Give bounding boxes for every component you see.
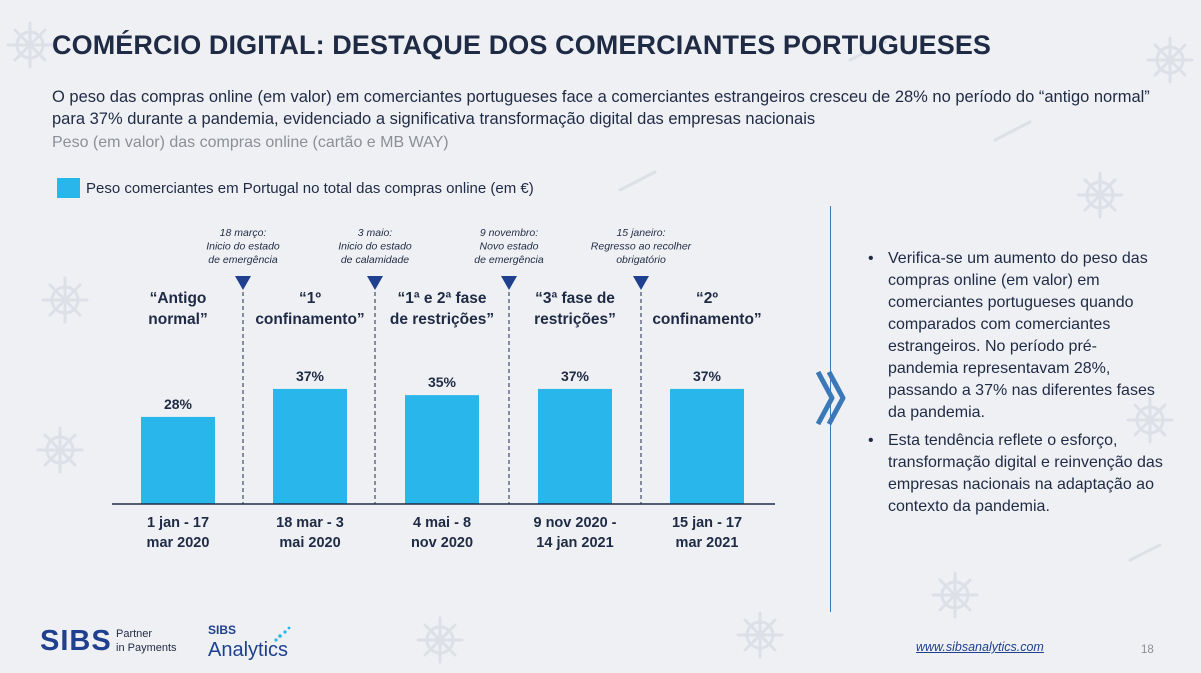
- event-label: de emergência: [208, 254, 278, 266]
- phase-label: “3ª fase de: [535, 290, 615, 307]
- bar: [538, 388, 612, 504]
- event-marker-icon: [367, 276, 383, 290]
- phase-label: “1ª e 2ª fase: [397, 290, 486, 307]
- legend-label: Peso comerciantes em Portugal no total d…: [86, 179, 534, 197]
- phase-label: confinamento”: [255, 311, 364, 328]
- category-label: 18 mar - 3: [276, 515, 344, 531]
- chart-subheading: Peso (em valor) das compras online (cart…: [52, 134, 449, 151]
- phase-label: “2º: [696, 290, 718, 307]
- vertical-divider: [830, 206, 831, 612]
- event-label: 3 maio:: [358, 227, 393, 239]
- chart-legend: Peso comerciantes em Portugal no total d…: [57, 178, 534, 198]
- bar-value-label: 28%: [164, 396, 193, 412]
- event-label: 9 novembro:: [480, 227, 538, 239]
- event-label: obrigatório: [616, 254, 666, 266]
- bar: [141, 416, 215, 504]
- category-label: mai 2020: [279, 535, 340, 551]
- phase-label: confinamento”: [652, 311, 761, 328]
- analytics-logo: Analytics: [208, 639, 288, 661]
- category-label: 15 jan - 17: [672, 515, 742, 531]
- double-chevron-icon: [815, 370, 846, 426]
- category-label: 9 nov 2020 -: [533, 515, 616, 531]
- bar-value-label: 37%: [296, 368, 325, 384]
- page-number: 18: [1141, 644, 1154, 656]
- sibs-tagline-2: in Payments: [116, 642, 177, 654]
- bar-value-label: 37%: [693, 368, 722, 384]
- bar-value-label: 35%: [428, 374, 457, 390]
- event-label: Inicio do estado: [206, 241, 280, 253]
- analytics-logo-top: SIBS: [208, 623, 236, 637]
- sibs-tagline-1: Partner: [116, 628, 152, 640]
- insights-list: Verifica-se um aumento do peso das compr…: [866, 248, 1166, 524]
- event-label: Novo estado: [480, 241, 539, 253]
- category-label: 4 mai - 8: [413, 515, 471, 531]
- event-label: 18 março:: [220, 227, 267, 239]
- website-link[interactable]: www.sibsanalytics.com: [916, 640, 1044, 654]
- phase-label: “Antigo: [150, 290, 207, 307]
- phase-label: “1º: [299, 290, 321, 307]
- bar: [405, 395, 479, 504]
- insight-item: Esta tendência reflete o esforço, transf…: [866, 430, 1166, 518]
- event-label: Regresso ao recolher: [591, 241, 692, 253]
- bar: [273, 388, 347, 504]
- bar: [670, 388, 744, 504]
- category-label: mar 2020: [147, 535, 210, 551]
- sibs-logo: SIBS: [40, 625, 112, 657]
- page-title: COMÉRCIO DIGITAL: DESTAQUE DOS COMERCIAN…: [52, 30, 992, 60]
- event-label: de calamidade: [341, 254, 409, 266]
- bar-value-label: 37%: [561, 368, 590, 384]
- event-label: de emergência: [474, 254, 544, 266]
- event-label: Inicio do estado: [338, 241, 412, 253]
- event-marker-icon: [235, 276, 251, 290]
- category-label: mar 2021: [676, 535, 739, 551]
- category-label: 1 jan - 17: [147, 515, 209, 531]
- phase-label: de restrições”: [390, 311, 494, 328]
- insight-item: Verifica-se um aumento do peso das compr…: [866, 248, 1166, 424]
- legend-swatch: [57, 178, 80, 198]
- analytics-dots-icon: [274, 626, 291, 642]
- page-subtitle: O peso das compras online (em valor) em …: [52, 88, 1150, 128]
- event-marker-icon: [633, 276, 649, 290]
- footer-logos: SIBS Partner in Payments SIBS Analytics: [40, 623, 291, 661]
- event-marker-icon: [501, 276, 517, 290]
- category-label: 14 jan 2021: [536, 535, 613, 551]
- phase-label: restrições”: [534, 311, 616, 328]
- phase-label: normal”: [148, 311, 207, 328]
- event-label: 15 janeiro:: [616, 227, 665, 239]
- category-label: nov 2020: [411, 535, 473, 551]
